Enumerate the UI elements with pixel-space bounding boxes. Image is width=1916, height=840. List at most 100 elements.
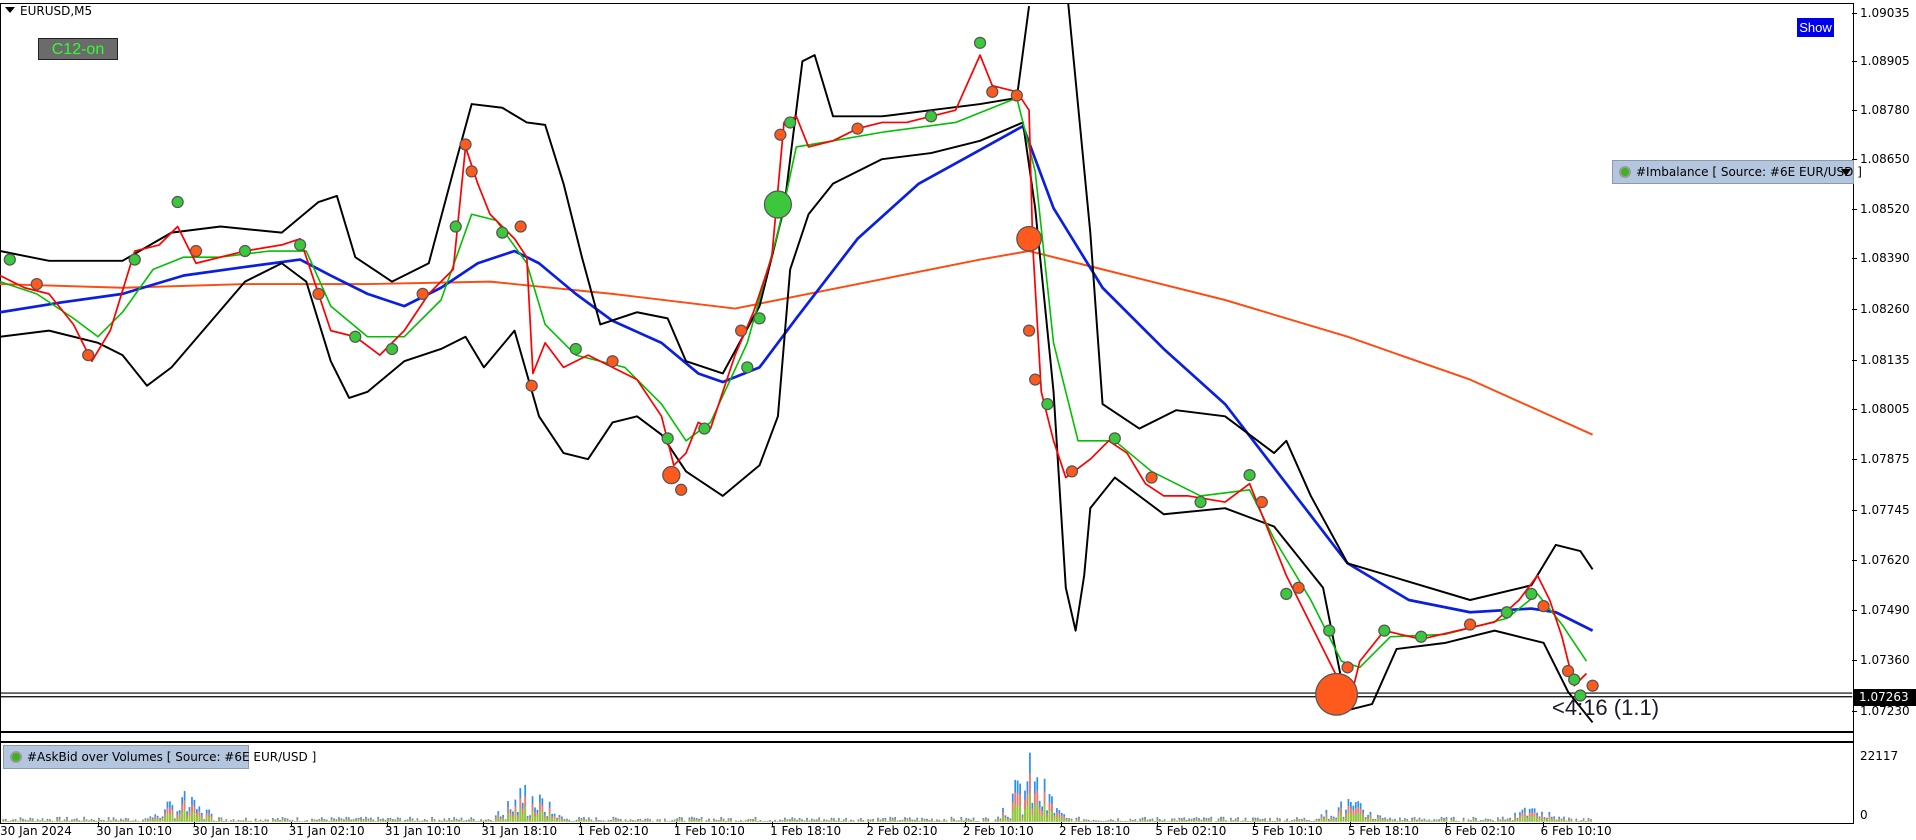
sell-signal-marker (1010, 89, 1023, 102)
volume-bar (1433, 820, 1436, 822)
time-axis-label: 30 Jan 2024 (0, 824, 72, 838)
volume-bar (1487, 820, 1489, 822)
volume-bar (1053, 818, 1056, 822)
volume-bar (494, 819, 497, 822)
volume-bar (786, 820, 789, 822)
volume-bar (607, 820, 610, 822)
sell-signal-marker (851, 122, 864, 135)
volume-bar (264, 820, 267, 822)
volume-bar (1367, 818, 1369, 822)
volume-bar (1499, 820, 1502, 822)
price-axis-label: 1.08905 (1860, 54, 1910, 69)
volume-bar (921, 820, 923, 822)
volume-bar (161, 819, 164, 822)
ma-fast-line (0, 97, 1588, 669)
volume-bar (943, 820, 946, 822)
price-axis-label: 1.08390 (1860, 251, 1910, 266)
volume-bar (551, 818, 553, 822)
volume-bar (1178, 820, 1181, 822)
volume-bar (1501, 819, 1504, 822)
volume-bar (1195, 819, 1198, 822)
askbid-indicator-label[interactable]: #AskBid over Volumes [ Source: #6E EUR/U… (3, 745, 316, 769)
volume-bar (1531, 816, 1534, 822)
volume-bar (107, 819, 110, 822)
volume-bar (12, 820, 14, 822)
volume-bar (384, 820, 387, 822)
volume-bar (1029, 794, 1031, 822)
volume-bar (779, 820, 781, 822)
chart-title[interactable]: EURUSD,M5 (5, 4, 92, 18)
volume-bar (497, 817, 500, 822)
volume-bar (1156, 819, 1159, 822)
volume-bar (649, 820, 651, 822)
time-tick (675, 822, 677, 827)
volume-bar (1173, 820, 1176, 822)
volume-bar (624, 820, 627, 822)
time-tick (579, 822, 581, 827)
volume-bar (1479, 821, 1482, 822)
volume-bar (191, 811, 193, 822)
time-axis-label: 6 Feb 02:10 (1444, 824, 1516, 838)
volume-bar (1303, 820, 1306, 822)
volume-bar (744, 821, 747, 822)
buy-signal-marker (973, 36, 987, 49)
volume-bar (788, 820, 791, 822)
volume-bar (279, 820, 282, 822)
volume-bar (46, 820, 49, 822)
volume-bar (120, 820, 122, 822)
bollinger-lower-line (0, 121, 1594, 724)
price-tick (1852, 409, 1857, 411)
volume-bar (646, 820, 649, 822)
volume-bar (323, 820, 326, 822)
volume-bar (347, 819, 350, 822)
volume-bar (369, 820, 372, 822)
volume-bar (808, 821, 811, 822)
buy-signal-marker (1194, 495, 1207, 509)
time-tick (194, 822, 196, 827)
volume-bar (1590, 820, 1592, 822)
c12-toggle-button[interactable]: C12-on (38, 38, 118, 60)
dropdown-triangle-icon[interactable] (1841, 169, 1851, 176)
volume-bar (1452, 819, 1455, 822)
volume-bar (208, 816, 210, 822)
dropdown-triangle-icon[interactable] (5, 7, 15, 13)
imbalance-indicator-label[interactable]: #Imbalance [ Source: #6E EUR/USD ] (1612, 160, 1862, 184)
bar-timer: <4:16 (1.1) (1552, 695, 1660, 720)
volume-bar (426, 821, 429, 822)
buy-signal-marker (753, 312, 766, 325)
volume-bar (869, 820, 872, 822)
volume-bar (1523, 816, 1526, 822)
time-axis-label: 5 Feb 10:10 (1251, 824, 1323, 838)
volume-bar (632, 821, 634, 822)
time-tick (772, 822, 774, 827)
volume-bar (1560, 820, 1563, 822)
price-axis-label: 1.07360 (1860, 653, 1910, 668)
volume-bar (960, 819, 963, 822)
volume-bar (355, 820, 357, 822)
volume-bar (1301, 820, 1303, 822)
volume-bar (585, 820, 588, 822)
volume-bar (548, 813, 551, 822)
volume-bar (727, 820, 730, 822)
volume-bar (487, 820, 490, 822)
time-tick (1253, 822, 1255, 827)
volume-bar (1558, 819, 1560, 822)
sell-signal-marker (1145, 471, 1158, 484)
price-tick (1852, 308, 1857, 310)
volume-bar (396, 819, 399, 822)
volume-bar (610, 820, 612, 822)
volume-bar (879, 820, 882, 822)
volume-bar (891, 820, 894, 822)
volume-bar (1394, 820, 1396, 822)
volume-bar (362, 820, 365, 822)
sell-signal-marker (1029, 373, 1042, 386)
volume-bar (149, 819, 152, 822)
buy-signal-marker (924, 110, 938, 123)
volume-bar (923, 820, 926, 822)
volume-bar (147, 820, 149, 822)
show-button[interactable]: Show (1797, 18, 1834, 37)
volume-bar (678, 819, 681, 822)
price-axis-label: 1.07745 (1860, 502, 1910, 517)
buy-signal-marker (1414, 630, 1428, 643)
